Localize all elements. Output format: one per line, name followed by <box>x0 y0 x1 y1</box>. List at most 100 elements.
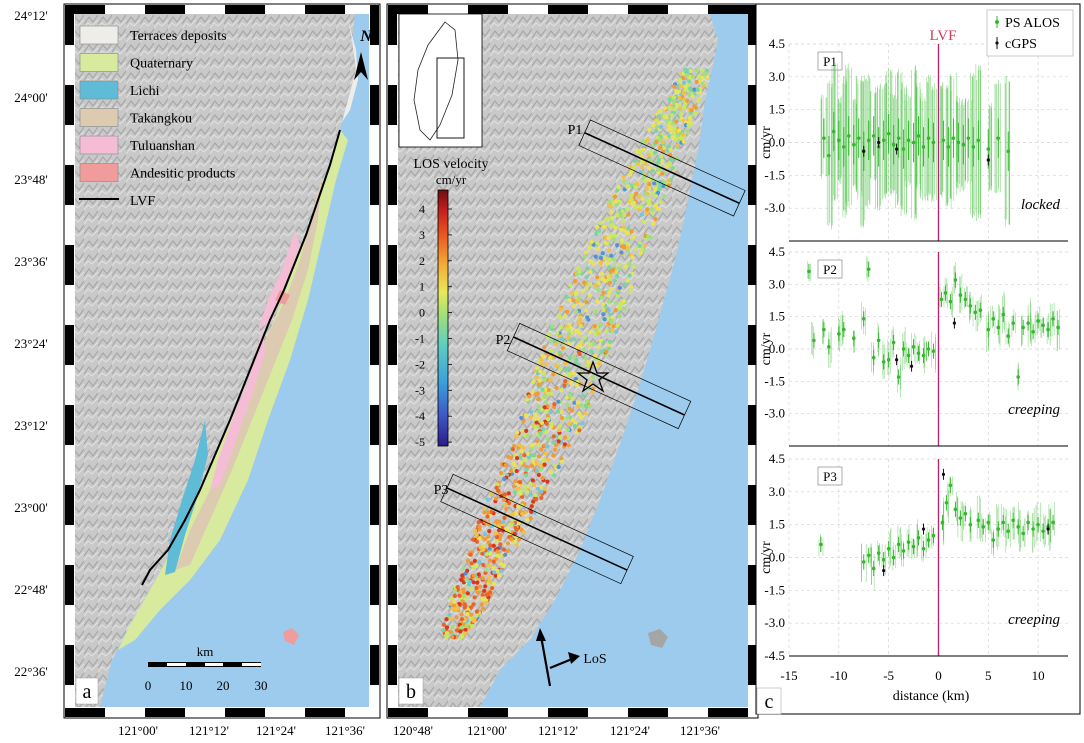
ps-alos-point <box>991 538 996 542</box>
ps-velocity-point <box>637 243 642 249</box>
ps-velocity-point <box>536 454 541 459</box>
ps-velocity-point <box>540 387 545 392</box>
ps-alos-point <box>1016 525 1020 529</box>
ps-velocity-point <box>536 404 541 409</box>
ps-velocity-point <box>458 629 463 634</box>
cgps-point <box>862 149 866 153</box>
ps-velocity-point <box>686 123 691 128</box>
ps-velocity-point <box>557 350 562 355</box>
ps-velocity-point <box>461 566 466 571</box>
ps-velocity-point <box>589 349 594 354</box>
scalebar-tick: 30 <box>255 678 268 693</box>
ps-velocity-point <box>444 635 449 640</box>
ps-alos-point <box>961 142 966 147</box>
ps-velocity-point <box>470 623 475 629</box>
subplot-label-box <box>817 466 843 486</box>
lon-label-a: 121°12' <box>189 723 229 738</box>
ps-velocity-point <box>556 409 561 414</box>
ps-velocity-point <box>482 531 487 537</box>
ps-velocity-point <box>572 424 578 429</box>
ps-velocity-point <box>523 484 528 490</box>
ps-velocity-point <box>454 615 459 620</box>
ps-velocity-point <box>568 380 574 386</box>
ps-velocity-point <box>678 84 683 89</box>
ps-velocity-point <box>532 482 537 487</box>
ps-velocity-point <box>610 328 615 333</box>
ps-velocity-point <box>576 266 581 271</box>
ps-alos-point <box>1006 529 1011 534</box>
ps-velocity-point <box>681 76 686 81</box>
colorbar-tick: -2 <box>415 357 425 371</box>
ps-velocity-point <box>588 282 593 287</box>
ps-velocity-point <box>598 338 603 343</box>
ps-velocity-point <box>658 145 663 150</box>
ps-velocity-point <box>607 216 613 221</box>
ps-velocity-point <box>614 329 619 334</box>
ps-velocity-point <box>540 475 545 481</box>
ps-velocity-point <box>677 95 682 100</box>
ps-velocity-point <box>694 68 699 73</box>
ps-velocity-point <box>619 227 625 233</box>
ps-velocity-point <box>541 458 546 463</box>
ps-velocity-point <box>472 595 477 600</box>
ps-velocity-point <box>536 486 541 491</box>
ps-velocity-point <box>671 84 677 89</box>
ps-velocity-point <box>542 443 547 448</box>
lat-label: 23°48' <box>14 172 48 187</box>
ps-velocity-point <box>625 184 631 189</box>
ps-velocity-point <box>667 120 672 125</box>
ps-velocity-point <box>684 73 690 78</box>
ps-velocity-point <box>607 248 612 253</box>
ps-alos-point <box>896 136 901 140</box>
ps-velocity-point <box>596 344 601 349</box>
ps-velocity-point <box>618 213 624 218</box>
colorbar-unit: cm/yr <box>436 172 467 187</box>
ps-velocity-point <box>524 467 529 472</box>
ps-velocity-point <box>475 539 480 544</box>
y-tick-label: -1.5 <box>764 373 785 388</box>
ps-velocity-point <box>469 561 474 566</box>
ps-velocity-point <box>503 552 508 557</box>
ps-velocity-point <box>525 489 530 494</box>
ps-velocity-point <box>538 431 543 436</box>
ps-velocity-point <box>525 434 531 439</box>
ps-velocity-point <box>553 463 558 469</box>
ps-velocity-point <box>617 262 622 267</box>
ps-velocity-point <box>516 537 522 542</box>
panel-a-map: Terraces deposits Quaternary Lichi Takangko… <box>63 3 381 719</box>
ps-velocity-point <box>664 164 669 169</box>
ps-velocity-point <box>559 336 565 341</box>
ps-alos-point <box>837 138 841 143</box>
ps-velocity-point <box>590 374 596 379</box>
ps-velocity-point <box>494 485 499 490</box>
ps-velocity-point <box>687 79 692 84</box>
ps-velocity-point <box>469 586 475 591</box>
ps-alos-point <box>822 136 826 140</box>
ps-velocity-point <box>651 123 656 128</box>
ps-velocity-point <box>600 276 606 282</box>
ps-alos-point <box>891 555 896 560</box>
ps-velocity-point <box>654 139 659 144</box>
ps-velocity-point <box>563 368 568 373</box>
ps-velocity-point <box>552 402 557 407</box>
ps-velocity-point <box>625 278 631 283</box>
ps-velocity-point <box>595 224 600 229</box>
ps-velocity-point <box>534 375 539 380</box>
ps-velocity-point <box>462 593 467 599</box>
ps-velocity-point <box>657 183 662 188</box>
ps-velocity-point <box>601 290 606 295</box>
ps-velocity-point <box>502 476 507 482</box>
ps-velocity-point <box>593 309 598 314</box>
ps-velocity-point <box>544 362 549 367</box>
colorbar: LOS velocity cm/yr 4 3 2 1 0 -1 -2 -3 -4 -5 <box>413 157 488 449</box>
ps-alos-point <box>1011 518 1015 523</box>
profile-line-p1 <box>584 132 740 204</box>
ps-velocity-point <box>485 497 490 502</box>
y-tick-label: -1.5 <box>764 582 785 597</box>
ps-velocity-point <box>683 102 688 107</box>
y-tick-label: -3.0 <box>764 200 785 215</box>
y-tick-label: -4.5 <box>764 648 785 663</box>
ps-velocity-point <box>615 213 620 218</box>
ps-velocity-point <box>476 572 481 577</box>
ps-velocity-point <box>571 298 576 303</box>
